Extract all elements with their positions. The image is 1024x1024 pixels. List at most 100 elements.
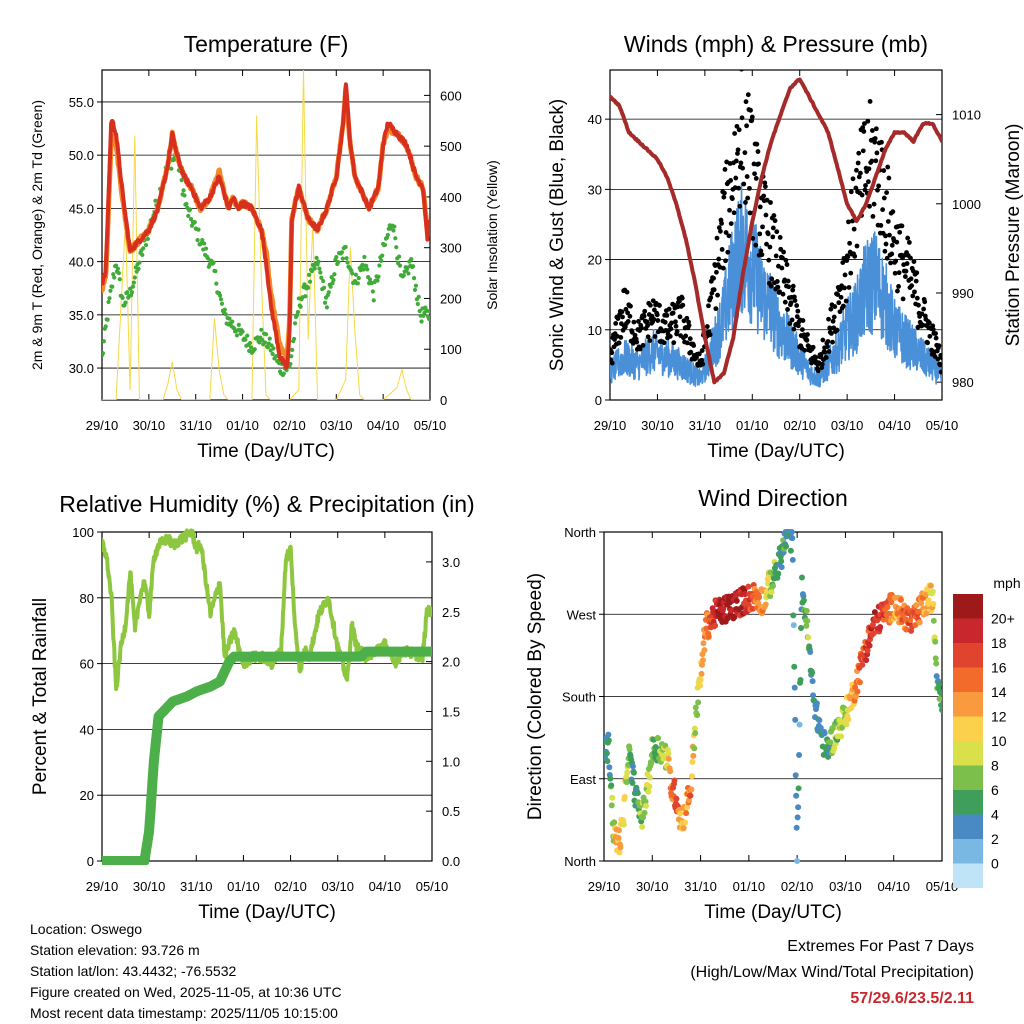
colorbar-label: 16: [991, 660, 1007, 676]
gust-point: [933, 331, 938, 336]
direction-point: [683, 810, 690, 817]
gust-point: [753, 242, 759, 248]
gust-point: [777, 235, 783, 240]
colorbar-swatch: [953, 667, 983, 692]
y-tick-label: 0: [87, 854, 94, 869]
gust-point: [744, 174, 750, 179]
gust-point: [848, 189, 854, 195]
dewpoint-point: [265, 345, 270, 350]
direction-point: [626, 746, 633, 753]
gust-point: [893, 258, 899, 264]
dewpoint-point: [240, 329, 245, 334]
gust-point: [790, 287, 796, 293]
dewpoint-point: [195, 238, 200, 243]
gust-point: [628, 303, 633, 309]
gust-point: [890, 209, 896, 215]
dewpoint-point: [302, 282, 307, 287]
gust-point: [850, 176, 856, 182]
gust-point: [859, 192, 865, 198]
dewpoint-point: [334, 255, 339, 260]
gust-point: [894, 239, 900, 245]
gust-point: [728, 178, 734, 183]
gust-point: [842, 272, 848, 278]
direction-point: [623, 774, 630, 781]
gust-point: [736, 185, 742, 191]
direction-point: [620, 821, 627, 828]
gust-point: [783, 257, 789, 263]
direction-point: [606, 764, 613, 771]
gust-point: [765, 231, 771, 237]
dewpoint-point: [426, 316, 430, 322]
dewpoint-point: [370, 289, 375, 294]
colorbar-title: mph: [993, 575, 1020, 591]
gust-point: [631, 319, 637, 325]
dewpoint-point: [371, 298, 376, 303]
x-tick-label: 30/10: [133, 418, 166, 433]
dewpoint-point: [271, 346, 276, 351]
direction-point: [797, 676, 804, 683]
dewpoint-point: [202, 241, 207, 246]
dewpoint-point: [344, 256, 349, 261]
direction-point: [787, 547, 794, 554]
gust-point: [759, 252, 765, 258]
gust-point: [892, 270, 898, 276]
dewpoint-point: [262, 340, 268, 345]
gust-point: [862, 121, 867, 126]
gust-point: [772, 218, 778, 224]
extremes-subtitle: (High/Low/Max Wind/Total Precipitation): [690, 964, 974, 981]
direction-point: [720, 605, 727, 612]
station-info: Location: Oswego Station elevation: 93.7…: [30, 919, 342, 1024]
direction-point: [939, 707, 942, 714]
x-tick-label: 02/10: [781, 879, 814, 894]
dewpoint-point: [316, 259, 321, 264]
direction-point: [687, 792, 694, 799]
y-tick-label: 35.0: [69, 308, 94, 323]
gust-point: [882, 248, 888, 254]
gust-point: [845, 254, 851, 260]
extremes-title: Extremes For Past 7 Days: [787, 938, 974, 955]
gust-point: [683, 333, 689, 339]
gust-point: [780, 291, 786, 297]
direction-point: [845, 716, 852, 723]
x-tick-label: 05/10: [416, 879, 449, 894]
dewpoint-point: [219, 301, 225, 306]
dewpoint-point: [415, 301, 420, 307]
direction-point: [805, 634, 812, 641]
gust-point: [711, 275, 716, 281]
gust-point: [870, 214, 876, 219]
x-tick-label: 04/10: [877, 879, 910, 894]
direction-point: [927, 582, 934, 589]
y-axis-label: Percent & Total Rainfall: [30, 598, 51, 795]
direction-point: [931, 634, 938, 641]
gust-point: [830, 339, 835, 345]
dewpoint-point: [298, 304, 303, 309]
direction-tick-label: North: [564, 854, 596, 869]
x-tick-label: 03/10: [321, 879, 354, 894]
total-rainfall-line: [102, 646, 432, 865]
y-tick-label: 100: [72, 525, 94, 540]
direction-point: [639, 823, 646, 830]
direction-point: [796, 721, 803, 728]
gust-point: [836, 300, 842, 306]
gust-point: [636, 319, 641, 324]
y-tick-label: 20: [588, 253, 602, 268]
dewpoint-point: [236, 322, 241, 327]
direction-point: [646, 783, 653, 790]
dewpoint-point: [318, 270, 323, 275]
gust-point: [616, 340, 622, 346]
gust-point: [880, 207, 886, 213]
gust-point: [826, 316, 831, 322]
gust-point: [661, 340, 667, 346]
gust-point: [743, 200, 748, 205]
gust-point: [792, 294, 797, 300]
dewpoint-point: [345, 260, 350, 265]
x-tick-label: 01/10: [226, 418, 259, 433]
dewpoint-point: [227, 316, 232, 321]
dewpoint-point: [112, 275, 117, 280]
colorbar-label: 6: [991, 782, 999, 798]
gust-point: [895, 288, 900, 294]
direction-point: [697, 682, 704, 689]
gust-point: [733, 175, 739, 181]
x-tick-label: 29/10: [86, 879, 119, 894]
direction-point: [705, 633, 712, 640]
